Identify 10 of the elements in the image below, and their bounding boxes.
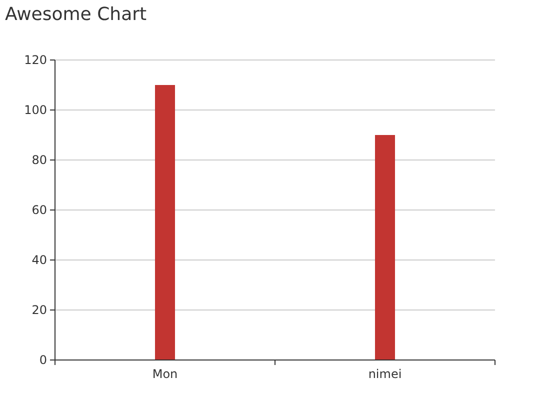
x-tick-label: Mon xyxy=(152,367,178,381)
y-tick-label: 0 xyxy=(39,353,47,368)
y-tick-label: 60 xyxy=(32,203,47,218)
y-tick-label: 120 xyxy=(24,53,47,68)
y-tick-label: 80 xyxy=(32,153,47,168)
chart-title: Awesome Chart xyxy=(5,4,147,25)
y-tick-label: 20 xyxy=(32,303,47,318)
y-tick-label: 100 xyxy=(24,103,47,118)
y-tick-label: 40 xyxy=(32,253,47,268)
x-tick-label: nimei xyxy=(368,367,402,381)
